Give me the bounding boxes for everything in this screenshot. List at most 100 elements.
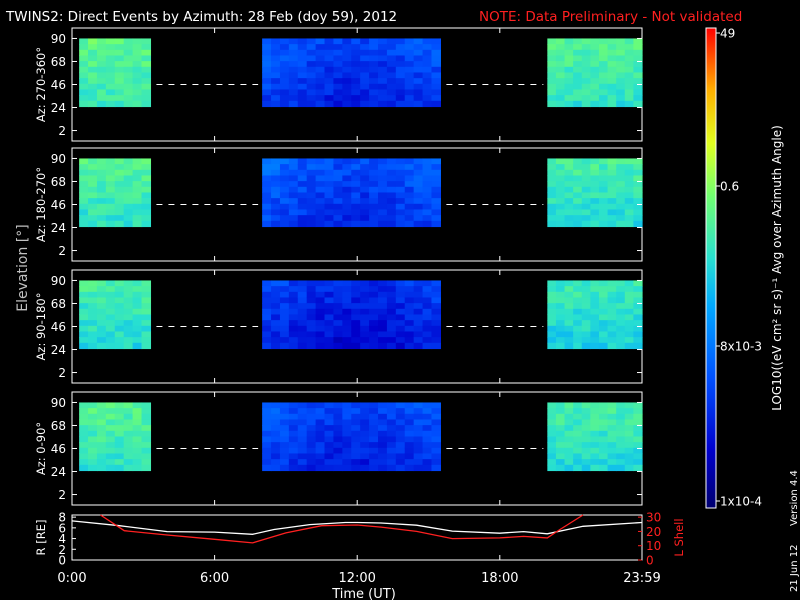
- heatmap-cell: [616, 100, 626, 108]
- heatmap-cell: [369, 44, 379, 51]
- heatmap-cell: [564, 419, 574, 426]
- heatmap-cell: [262, 331, 272, 338]
- heatmap-cell: [114, 209, 125, 216]
- heatmap-cell: [315, 436, 326, 443]
- heatmap-cell: [590, 297, 600, 304]
- heatmap-cell: [555, 186, 566, 194]
- heatmap-cell: [297, 447, 308, 455]
- heatmap-cell: [581, 402, 591, 409]
- heatmap-cell: [431, 453, 441, 460]
- heatmap-cell: [360, 220, 370, 228]
- heatmap-cell: [422, 402, 433, 409]
- r-series-line: [71, 520, 643, 535]
- heatmap-cell: [607, 181, 617, 188]
- heatmap-cell: [262, 72, 272, 79]
- heatmap-cell: [431, 297, 441, 304]
- heatmap-cell: [413, 203, 424, 211]
- heatmap-cell: [324, 464, 335, 472]
- heatmap-cell: [607, 325, 617, 333]
- heatmap-cell: [105, 192, 116, 199]
- heatmap-cell: [422, 55, 433, 62]
- heatmap-cell: [633, 325, 643, 333]
- heatmap-cell: [573, 192, 583, 199]
- heatmap-cell: [581, 408, 591, 415]
- heatmap-cell: [386, 78, 397, 85]
- heatmap-cell: [141, 425, 152, 432]
- heatmap-cell: [431, 459, 441, 466]
- heatmap-cell: [607, 175, 617, 182]
- heatmap-cell: [105, 89, 116, 96]
- heatmap-cell: [386, 303, 397, 310]
- heatmap-cell: [431, 442, 441, 449]
- heatmap-cell: [79, 447, 89, 455]
- heatmap-cell: [395, 181, 406, 188]
- heatmap-cell: [333, 83, 343, 91]
- heatmap-cell: [413, 342, 424, 350]
- heatmap-cell: [624, 158, 634, 165]
- heatmap-cell: [306, 203, 317, 211]
- heatmap-cell: [422, 291, 433, 299]
- heatmap-cell: [88, 61, 98, 68]
- heatmap-cell: [607, 38, 617, 45]
- heatmap-cell: [96, 203, 107, 211]
- heatmap-cell: [306, 320, 317, 327]
- heatmap-cell: [395, 325, 406, 333]
- heatmap-cell: [132, 203, 143, 211]
- heatmap-cell: [306, 220, 317, 228]
- heatmap-cell: [590, 408, 600, 415]
- heatmap-cell: [395, 78, 406, 85]
- heatmap-cell: [262, 186, 272, 194]
- heatmap-cell: [386, 49, 397, 57]
- heatmap-cell: [413, 413, 424, 421]
- heatmap-cell: [378, 442, 388, 449]
- heatmap-cell: [378, 198, 388, 205]
- heatmap-cell: [422, 442, 433, 449]
- heatmap-cell: [431, 186, 441, 194]
- heatmap-cell: [88, 464, 98, 472]
- heatmap-cell: [431, 337, 441, 344]
- heatmap-cell: [573, 203, 583, 211]
- heatmap-cell: [555, 297, 566, 304]
- heatmap-cell: [564, 209, 574, 216]
- heatmap-cell: [598, 464, 609, 472]
- heatmap-cell: [342, 61, 352, 68]
- heatmap-cell: [342, 320, 352, 327]
- heatmap-cell: [88, 408, 98, 415]
- y-tick-label: 46: [51, 78, 66, 92]
- heatmap-cell: [598, 186, 609, 194]
- heatmap-cell: [342, 430, 352, 438]
- heatmap-cell: [279, 158, 290, 165]
- heatmap-cell: [132, 169, 143, 177]
- heatmap-cell: [315, 331, 326, 338]
- heatmap-cell: [306, 442, 317, 449]
- heatmap-cell: [395, 320, 406, 327]
- heatmap-cell: [105, 297, 116, 304]
- heatmap-cell: [96, 308, 107, 316]
- heatmap-cell: [333, 342, 343, 350]
- heatmap-cell: [581, 89, 591, 96]
- heatmap-cell: [79, 342, 89, 350]
- heatmap-cell: [288, 325, 299, 333]
- heatmap-cell: [573, 280, 583, 287]
- heatmap-cell: [573, 402, 583, 409]
- heatmap-cell: [360, 158, 370, 165]
- heatmap-cell: [141, 203, 152, 211]
- heatmap-cell: [105, 342, 116, 350]
- heatmap-cell: [369, 198, 379, 205]
- heatmap-cell: [555, 430, 566, 438]
- y-tick-label: 24: [51, 343, 66, 357]
- heatmap-cell: [573, 100, 583, 108]
- heatmap-cell: [598, 280, 609, 287]
- heatmap-cell: [547, 83, 557, 91]
- heatmap-cell: [431, 158, 441, 165]
- heatmap-cell: [378, 297, 388, 304]
- heatmap-cell: [279, 72, 290, 79]
- heatmap-cell: [590, 209, 600, 216]
- heatmap-cell: [297, 44, 308, 51]
- heatmap-cell: [422, 49, 433, 57]
- heatmap-cell: [413, 280, 424, 287]
- heatmap-cell: [598, 209, 609, 216]
- heatmap-cell: [564, 55, 574, 62]
- heatmap-cell: [624, 308, 634, 316]
- heatmap-cell: [105, 198, 116, 205]
